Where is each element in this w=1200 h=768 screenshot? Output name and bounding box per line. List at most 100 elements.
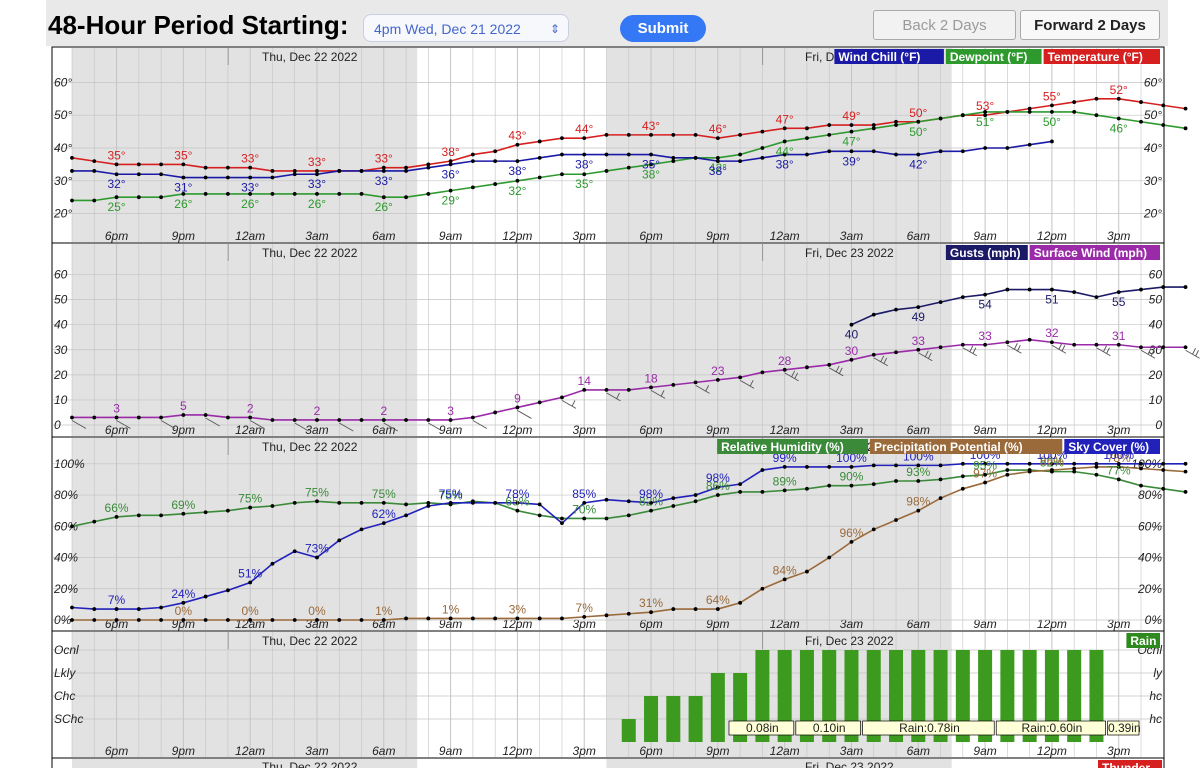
humidity-point	[827, 483, 832, 488]
sky-point	[626, 499, 631, 504]
date-label: Thu, Dec 22 2022	[262, 634, 358, 648]
sky-point	[805, 465, 809, 469]
humidity-point	[537, 513, 542, 518]
y-tick-label-right: 80%	[1138, 488, 1162, 502]
humidity-point	[715, 493, 720, 497]
rain-bar	[1000, 650, 1015, 742]
gusts-point	[1005, 287, 1010, 292]
humidity-point	[782, 488, 787, 493]
legend-swatch	[945, 49, 1042, 64]
time-label: 6am	[907, 423, 930, 437]
precip-point	[381, 618, 386, 622]
wind_chill-point	[738, 159, 743, 164]
humidity-point	[315, 499, 319, 504]
gusts-series-line	[851, 286, 1186, 326]
rain-amount-label: 0.08in	[746, 721, 779, 735]
legend-entry: Dewpoint (°F)	[950, 50, 1027, 64]
humidity-point	[626, 513, 631, 518]
wind_chill-point	[938, 149, 943, 154]
humidity-point	[805, 486, 809, 491]
humidity-point	[270, 504, 275, 508]
time-label: 3pm	[573, 229, 596, 243]
dewpoint-point	[470, 185, 475, 190]
wind-barb-flag	[1103, 345, 1107, 352]
temperature-point	[470, 152, 475, 157]
wind-barb-flag	[660, 390, 665, 397]
humidity-point	[92, 519, 97, 524]
y-tick-label: 40%	[54, 551, 78, 565]
time-label: 12pm	[1037, 229, 1067, 243]
surface_wind-data-label: 14	[578, 374, 592, 388]
wind_chill-point	[582, 152, 587, 157]
rain-bar	[1067, 650, 1082, 742]
rain-bar	[1022, 650, 1037, 742]
time-label: 3am	[305, 744, 328, 758]
precip-point	[1050, 468, 1054, 472]
surface_wind-data-label: 33	[912, 334, 926, 348]
wind_chill-point	[782, 152, 787, 157]
sky-point	[760, 468, 765, 472]
humidity-data-label: 82%	[639, 495, 663, 509]
wind_chill-point	[404, 169, 408, 173]
gusts-point	[1050, 287, 1054, 292]
precip-point	[894, 518, 898, 522]
y-tick-label-right: 40%	[1138, 551, 1162, 565]
precip-point	[359, 618, 364, 622]
back-2-days-button[interactable]: Back 2 Days	[873, 10, 1016, 40]
rain-bar	[777, 650, 792, 742]
precip-point	[92, 618, 97, 622]
legend-entry: Gusts (mph)	[950, 246, 1021, 260]
temperature-data-label: 50°	[909, 106, 927, 120]
wind_chill-data-label: 31°	[174, 181, 192, 195]
precip-data-label: 86%	[1040, 454, 1064, 468]
dewpoint-point	[960, 113, 965, 118]
submit-button[interactable]: Submit	[620, 15, 706, 42]
surface_wind-point	[1161, 345, 1166, 350]
humidity-data-label: 75%	[372, 487, 396, 501]
precip-point	[626, 611, 631, 616]
humidity-point	[359, 500, 364, 505]
temperature-point	[1116, 96, 1121, 101]
humidity-point	[671, 504, 676, 508]
humidity-point	[337, 500, 342, 505]
sky-point	[70, 605, 74, 610]
y-tick-label-right: 20°	[1143, 207, 1162, 221]
sky-point	[537, 502, 542, 507]
time-label: 9pm	[706, 617, 729, 631]
date-label: Thu, Dec 22 2022	[262, 440, 358, 454]
wind-barb-flag	[972, 347, 977, 354]
temperature-point	[560, 136, 564, 141]
surface_wind-point	[1139, 345, 1143, 350]
precip-point	[871, 527, 876, 532]
time-label: 3pm	[573, 423, 596, 437]
wind_chill-point	[114, 172, 119, 177]
surface_wind-point	[626, 387, 631, 392]
period-select[interactable]: 4pm Wed, Dec 21 2022 ⇕	[363, 14, 569, 42]
date-label: Fri, Dec 23 2022	[805, 634, 894, 648]
temperature-point	[292, 169, 297, 173]
precip-point	[916, 508, 921, 513]
rain-amount-label: Rain:0.78in	[899, 721, 960, 735]
y-tick-label: 20%	[53, 582, 78, 596]
rain-category-label: Chc	[54, 689, 75, 703]
humidity-point	[159, 513, 163, 518]
humidity-point	[381, 500, 386, 505]
humidity-point	[983, 472, 988, 477]
wind_chill-point	[871, 149, 876, 154]
humidity-data-label: 93%	[906, 465, 930, 479]
sky-data-label: 24%	[171, 587, 195, 601]
surface_wind-point	[582, 387, 587, 392]
dewpoint-data-label: 38°	[642, 167, 660, 181]
gusts-data-label: 49	[912, 310, 926, 324]
period-select-value: 4pm Wed, Dec 21 2022	[374, 21, 521, 37]
forward-2-days-button[interactable]: Forward 2 Days	[1020, 10, 1160, 40]
time-label: 3pm	[573, 617, 596, 631]
wind-barb-flag	[1061, 345, 1066, 352]
temperature-point	[671, 132, 676, 137]
temperature-point	[159, 162, 163, 167]
sky-point	[203, 594, 208, 599]
wind-barb-flag	[749, 380, 754, 387]
precip-data-label: 78%	[1107, 451, 1131, 465]
